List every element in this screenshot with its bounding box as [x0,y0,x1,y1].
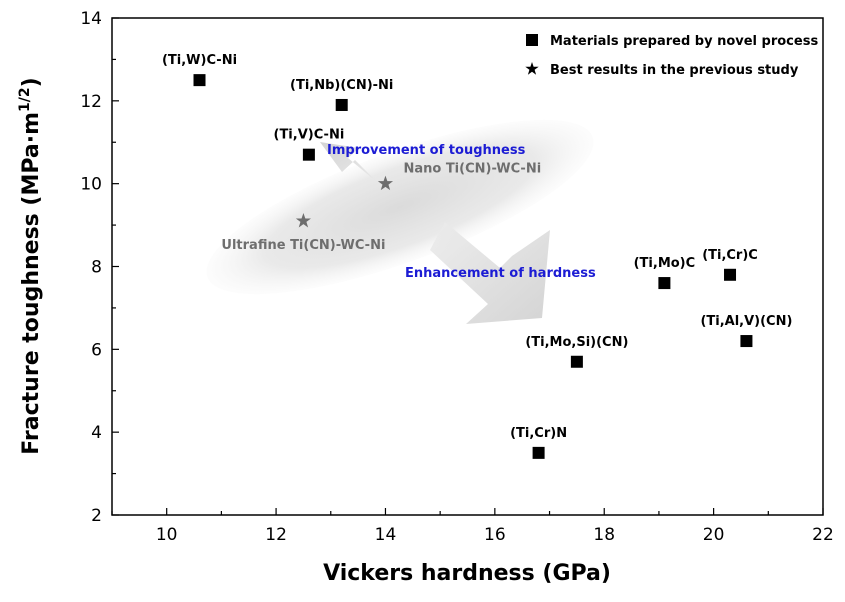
data-point-square [335,98,348,111]
point-label: (Ti,V)C-Ni [274,128,345,143]
x-tick-label: 20 [703,525,725,545]
point-label: Ultrafine Ti(CN)-WC-Ni [221,238,385,253]
point-label: (Ti,Mo,Si)(CN) [525,335,628,350]
data-point-square [302,148,315,161]
point-label: (Ti,Mo)C [634,256,696,271]
legend-square-marker [526,34,538,46]
trend-ellipse [206,119,594,295]
x-tick-label: 14 [375,525,397,545]
point-label: (Ti,W)C-Ni [162,53,237,68]
y-axis-title-sup: 1/2 [17,87,33,112]
y-tick-label: 6 [91,340,102,360]
y-axis-title-main: Fracture toughness (MPa·m [19,112,44,455]
x-tick-label: 12 [265,525,287,545]
data-point-square [532,446,545,459]
legend: Materials prepared by novel process Best… [525,34,818,78]
data-point-star [377,175,394,191]
point-label: Nano Ti(CN)-WC-Ni [403,162,541,177]
point-label: (Ti,Cr)C [702,248,758,263]
data-point-square [658,277,671,290]
data-point-square [570,355,583,368]
y-axis-title: Fracture toughness (MPa·m1/2) [17,77,44,454]
y-tick-label: 4 [91,423,102,443]
y-tick-label: 12 [80,92,102,112]
x-tick-label: 10 [156,525,178,545]
hardness-arrow [430,222,550,324]
y-tick-label: 8 [91,258,102,278]
x-tick-label: 22 [812,525,834,545]
annotation-hardness: Enhancement of hardness [405,266,596,281]
toughness-arrow [320,142,385,190]
data-point-star [295,212,312,228]
y-axis: 2 4 6 8 10 12 14 [80,9,119,526]
point-label: (Ti,Nb)(CN)-Ni [290,78,393,93]
y-tick-label: 2 [91,506,102,526]
legend-star-marker [525,62,539,75]
legend-label-novel: Materials prepared by novel process [550,34,818,49]
data-point-square [193,74,206,87]
x-tick-label: 18 [593,525,615,545]
data-point-square [740,335,753,348]
y-tick-label: 14 [80,9,102,29]
y-tick-label: 10 [80,175,102,195]
legend-label-previous: Best results in the previous study [550,63,799,78]
y-axis-title-end: ) [19,77,44,87]
point-label: (Ti,Al,V)(CN) [700,314,792,329]
x-tick-label: 16 [484,525,506,545]
point-label: (Ti,Cr)N [510,426,567,441]
x-axis-title: Vickers hardness (GPa) [323,561,611,586]
data-point-square [724,268,737,281]
x-axis: 10 12 14 16 18 20 22 [111,508,834,545]
data-points: (Ti,W)C-Ni (Ti,Nb)(CN)-Ni (Ti,V)C-Ni (Ti,Mo… [162,53,792,459]
annotation-toughness: Improvement of toughness [327,143,526,158]
